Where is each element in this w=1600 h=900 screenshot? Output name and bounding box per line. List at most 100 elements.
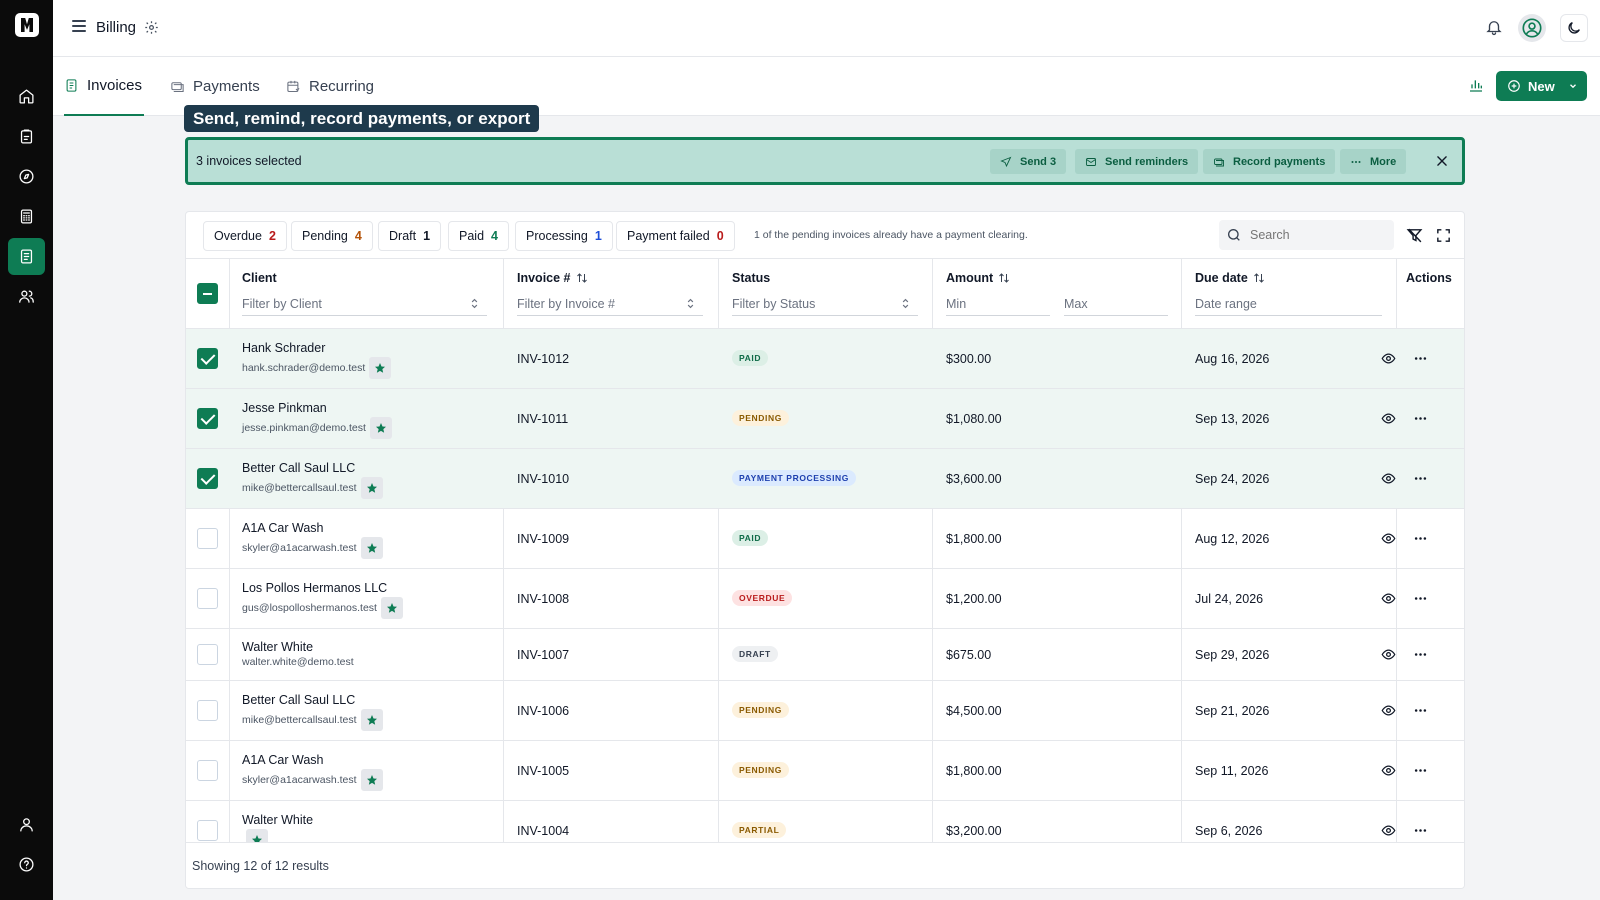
table-row[interactable]: Walter White walter.white@demo.test INV-10… [186, 629, 1464, 681]
table-row[interactable]: Better Call Saul LLC mike@bettercallsaul.… [186, 681, 1464, 741]
sort-icon[interactable] [576, 272, 588, 284]
table-row[interactable]: A1A Car Wash skyler@a1acarwash.test INV-10… [186, 741, 1464, 801]
invoice-icon[interactable] [8, 238, 45, 275]
users-icon[interactable] [8, 278, 45, 315]
favorite-star-icon[interactable] [360, 709, 383, 731]
tab-recurring[interactable]: Recurring [286, 57, 374, 116]
home-icon[interactable] [8, 78, 45, 115]
row-checkbox[interactable] [197, 644, 218, 665]
eye-icon[interactable] [1381, 531, 1396, 546]
favorite-star-icon[interactable] [246, 829, 268, 842]
status-filter[interactable]: Filter by Status [732, 292, 918, 316]
close-icon[interactable] [1435, 154, 1449, 168]
new-button[interactable]: New [1496, 71, 1587, 101]
chip-processing[interactable]: Processing 1 [515, 221, 613, 251]
more-horizontal-icon[interactable] [1413, 647, 1428, 662]
eye-icon[interactable] [1381, 763, 1396, 778]
client-name[interactable]: Walter White [242, 640, 314, 654]
invoice-number[interactable]: INV-1010 [517, 472, 570, 486]
client-name[interactable]: Better Call Saul LLC [242, 693, 356, 707]
bell-icon[interactable] [1485, 18, 1503, 36]
row-checkbox[interactable] [197, 760, 218, 781]
eye-icon[interactable] [1381, 591, 1396, 606]
client-name[interactable]: Los Pollos Hermanos LLC [242, 581, 388, 595]
more-horizontal-icon[interactable] [1413, 471, 1428, 486]
invoice-number[interactable]: INV-1008 [517, 592, 570, 606]
client-name[interactable]: Walter White [242, 813, 314, 827]
chart-icon[interactable] [1468, 77, 1484, 93]
profile-icon[interactable] [8, 806, 45, 843]
calculator-icon[interactable] [8, 198, 45, 235]
select-all-checkbox[interactable] [197, 283, 218, 304]
sort-icon[interactable] [1253, 272, 1265, 284]
table-row[interactable]: A1A Car Wash skyler@a1acarwash.test INV-10… [186, 509, 1464, 569]
more-horizontal-icon[interactable] [1413, 591, 1428, 606]
chip-draft[interactable]: Draft 1 [378, 221, 442, 251]
chip-paid[interactable]: Paid 4 [448, 221, 509, 251]
more-horizontal-icon[interactable] [1413, 531, 1428, 546]
clipboard-icon[interactable] [8, 118, 45, 155]
invoice-number[interactable]: INV-1011 [517, 412, 569, 426]
more-horizontal-icon[interactable] [1413, 763, 1428, 778]
due-date-range-field[interactable]: Date range [1195, 292, 1382, 316]
column-invoice[interactable]: Invoice # [517, 271, 588, 285]
favorite-star-icon[interactable] [380, 597, 403, 619]
table-row[interactable]: Los Pollos Hermanos LLC gus@lospollosherm… [186, 569, 1464, 629]
column-due-date[interactable]: Due date [1195, 271, 1265, 285]
chevron-down-icon[interactable] [1568, 81, 1578, 91]
user-avatar-icon[interactable] [1518, 14, 1546, 42]
client-name[interactable]: Hank Schrader [242, 341, 326, 355]
favorite-star-icon[interactable] [360, 477, 383, 499]
search-input[interactable] [1250, 228, 1380, 242]
invoice-number[interactable]: INV-1009 [517, 532, 570, 546]
moon-icon[interactable] [1560, 14, 1588, 42]
more-actions-button[interactable]: More [1340, 149, 1407, 174]
send-reminders-button[interactable]: Send reminders [1075, 149, 1199, 174]
favorite-star-icon[interactable] [369, 357, 392, 379]
tab-payments[interactable]: Payments [170, 57, 260, 116]
column-amount[interactable]: Amount [946, 271, 1010, 285]
gear-icon[interactable] [144, 20, 159, 35]
eye-icon[interactable] [1381, 647, 1396, 662]
favorite-star-icon[interactable] [369, 417, 392, 439]
client-filter[interactable]: Filter by Client [242, 292, 487, 316]
row-checkbox[interactable] [197, 468, 218, 489]
more-horizontal-icon[interactable] [1413, 411, 1428, 426]
eye-icon[interactable] [1381, 411, 1396, 426]
eye-icon[interactable] [1381, 823, 1396, 838]
client-name[interactable]: A1A Car Wash [242, 521, 324, 535]
eye-icon[interactable] [1381, 471, 1396, 486]
favorite-star-icon[interactable] [360, 769, 383, 791]
invoice-number[interactable]: INV-1005 [517, 764, 570, 778]
filter-clear-icon[interactable] [1406, 227, 1423, 244]
invoice-number[interactable]: INV-1004 [517, 824, 570, 838]
invoice-number[interactable]: INV-1012 [517, 352, 570, 366]
app-logo[interactable] [15, 13, 39, 37]
chip-pending[interactable]: Pending 4 [291, 221, 373, 251]
chip-payment-failed[interactable]: Payment failed 0 [616, 221, 735, 251]
sort-icon[interactable] [998, 272, 1010, 284]
menu-icon[interactable] [72, 20, 86, 34]
invoice-number[interactable]: INV-1006 [517, 704, 570, 718]
table-row[interactable]: Hank Schrader hank.schrader@demo.test INV-… [186, 329, 1464, 389]
client-name[interactable]: Better Call Saul LLC [242, 461, 356, 475]
table-row[interactable]: Jesse Pinkman jesse.pinkman@demo.test INV-… [186, 389, 1464, 449]
row-checkbox[interactable] [197, 528, 218, 549]
eye-icon[interactable] [1381, 351, 1396, 366]
record-payments-button[interactable]: Record payments [1203, 149, 1336, 174]
more-horizontal-icon[interactable] [1413, 703, 1428, 718]
expand-icon[interactable] [1435, 227, 1452, 244]
compass-icon[interactable] [8, 158, 45, 195]
invoice-filter[interactable]: Filter by Invoice # [517, 292, 703, 316]
send-selected-button[interactable]: Send 3 [990, 149, 1067, 174]
amount-max-field[interactable]: Max [1064, 292, 1168, 316]
tab-invoices[interactable]: Invoices [64, 57, 144, 116]
row-checkbox[interactable] [197, 348, 218, 369]
client-name[interactable]: Jesse Pinkman [242, 401, 327, 415]
chip-overdue[interactable]: Overdue 2 [203, 221, 287, 251]
invoice-number[interactable]: INV-1007 [517, 648, 570, 662]
client-name[interactable]: A1A Car Wash [242, 753, 324, 767]
row-checkbox[interactable] [197, 820, 218, 841]
row-checkbox[interactable] [197, 588, 218, 609]
row-checkbox[interactable] [197, 408, 218, 429]
